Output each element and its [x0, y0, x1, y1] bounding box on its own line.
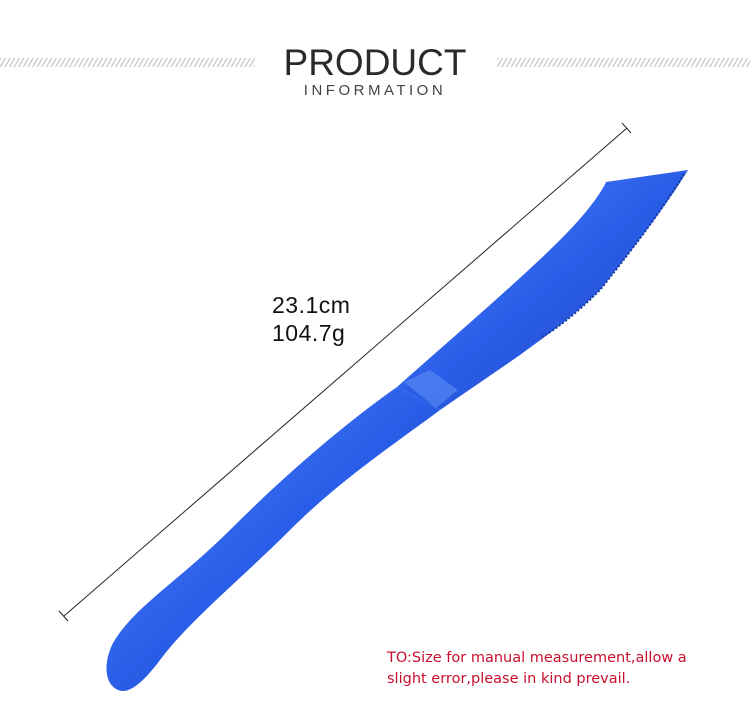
knife-handle	[106, 387, 441, 691]
note-line-2: slight error,please in kind prevail.	[387, 671, 631, 687]
header-stripe-left	[0, 58, 255, 67]
measurement-line	[58, 122, 632, 622]
note-line-1: TO:Size for manual measurement,allow a	[387, 650, 687, 666]
header-subtitle: INFORMATION	[303, 82, 447, 99]
header-stripe-right	[497, 58, 750, 67]
knife-blade	[397, 170, 688, 410]
measurement-note: TO:Size for manual measurement,allow a s…	[387, 648, 747, 690]
weight-label: 104.7g	[272, 320, 346, 346]
knife-bolster	[404, 370, 458, 408]
length-label: 23.1cm	[272, 292, 351, 318]
header-title: PRODUCT	[283, 42, 467, 83]
